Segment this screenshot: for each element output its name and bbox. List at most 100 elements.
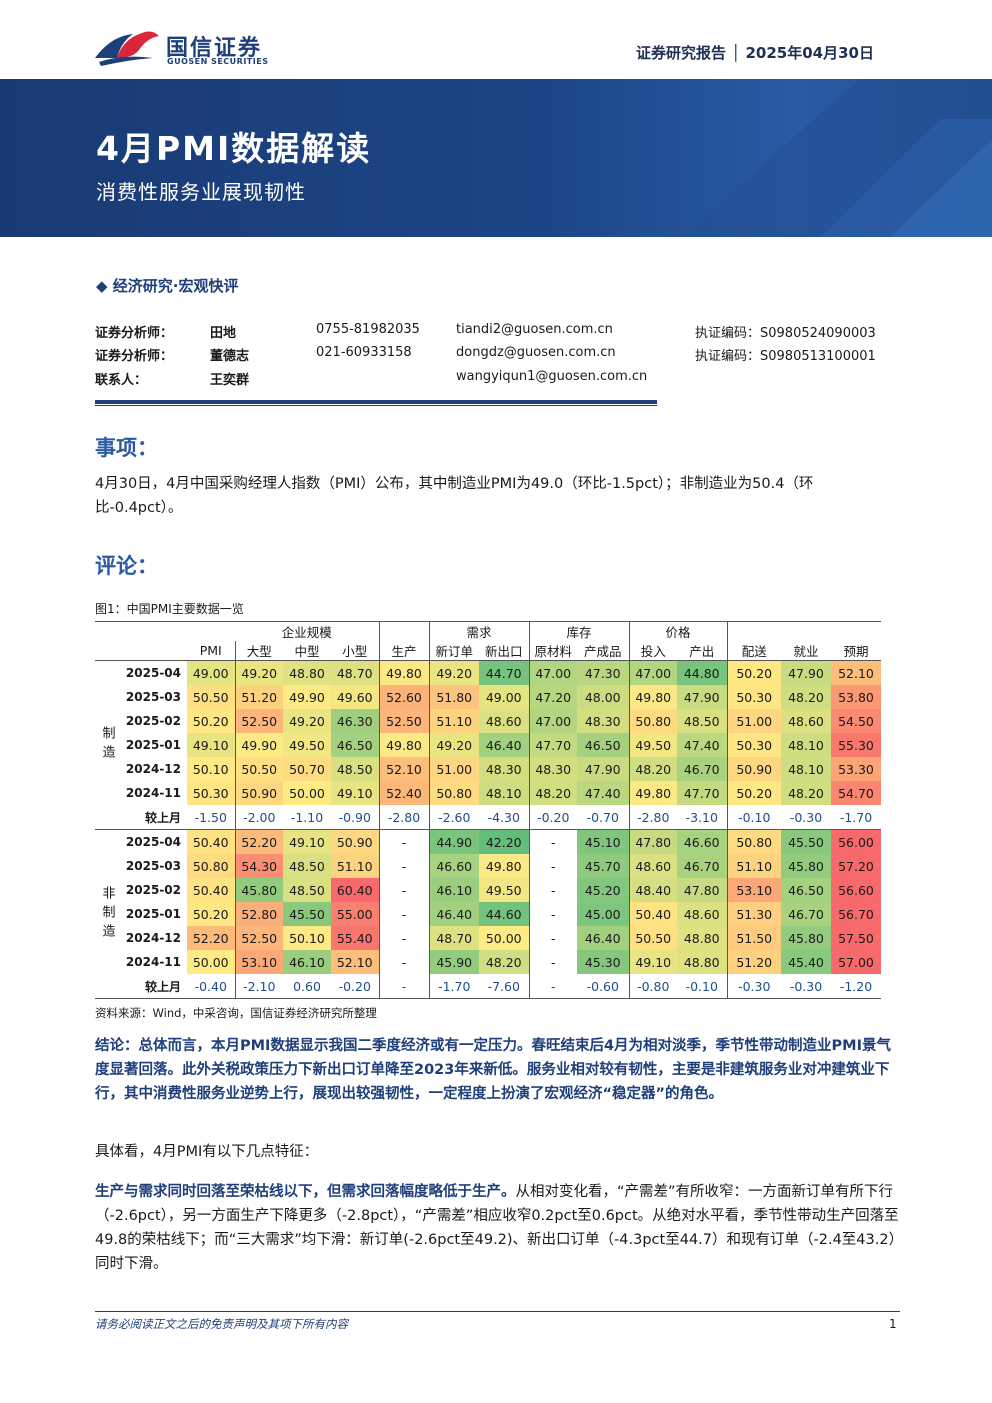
data-cell: 46.50 xyxy=(331,733,380,757)
data-cell: 48.40 xyxy=(629,878,677,902)
data-cell: 50.40 xyxy=(629,902,677,926)
section-heading-comment: 评论： xyxy=(95,554,158,578)
row-label: 2025-01 xyxy=(125,738,181,752)
data-cell: 48.30 xyxy=(479,757,530,781)
data-cell: 48.80 xyxy=(283,660,331,685)
contact-email[interactable]: wangyiqun1@guosen.com.cn xyxy=(456,369,648,384)
data-cell: 57.00 xyxy=(831,950,881,974)
data-cell: - xyxy=(529,926,577,950)
row-label: 2025-02 xyxy=(125,883,181,897)
data-cell: 48.60 xyxy=(781,709,831,733)
data-cell: 49.20 xyxy=(429,660,479,685)
data-cell: 48.00 xyxy=(577,685,630,709)
column-header: 中型 xyxy=(283,641,331,661)
data-cell: 49.00 xyxy=(479,685,530,709)
data-cell: 46.10 xyxy=(429,878,479,902)
data-cell: 45.80 xyxy=(781,854,831,878)
data-cell: 57.20 xyxy=(831,854,881,878)
features-intro: 具体看，4月PMI有以下几点特征： xyxy=(95,1144,319,1160)
data-cell: 45.20 xyxy=(577,878,630,902)
data-cell: 47.20 xyxy=(529,685,577,709)
data-cell: 50.00 xyxy=(187,950,236,974)
data-cell: 45.90 xyxy=(429,950,479,974)
data-cell: 49.10 xyxy=(629,950,677,974)
data-cell: 46.70 xyxy=(677,854,728,878)
data-cell: 47.90 xyxy=(577,757,630,781)
data-cell: 50.30 xyxy=(187,781,236,805)
data-cell: 48.10 xyxy=(781,733,831,757)
data-cell: 50.40 xyxy=(187,829,236,854)
data-cell: 51.30 xyxy=(727,902,781,926)
footer-disclaimer: 请务必阅读正文之后的免责声明及其项下所有内容 xyxy=(95,1317,348,1331)
contact-name: 王奕群 xyxy=(210,373,250,388)
row-label: 2025-04 xyxy=(125,666,181,680)
data-cell: 50.80 xyxy=(629,709,677,733)
data-cell: 45.50 xyxy=(781,829,831,854)
column-header: 新出口 xyxy=(479,641,530,661)
data-cell: 44.80 xyxy=(677,660,728,685)
data-cell: 47.70 xyxy=(529,733,577,757)
feature-lead: 生产与需求同时回落至荣枯线以下，但需求回落幅度略低于生产。 xyxy=(95,1184,516,1200)
data-cell: 46.40 xyxy=(429,902,479,926)
company-logo-icon xyxy=(95,31,159,66)
analyst-phone: 0755-81982035 xyxy=(316,322,420,337)
data-cell: 51.20 xyxy=(727,950,781,974)
data-cell: 54.30 xyxy=(235,854,283,878)
data-cell: 47.30 xyxy=(577,660,630,685)
data-cell: 53.80 xyxy=(831,685,881,709)
data-cell: 42.20 xyxy=(479,829,530,854)
group-label: 非制造 xyxy=(95,829,119,999)
analyst-email[interactable]: dongdz@guosen.com.cn xyxy=(456,345,616,360)
table-row: 2024-11 50.00 53.10 46.10 52.10-45.90 48.20-4… xyxy=(95,950,881,974)
data-cell: -2.00 xyxy=(235,805,283,830)
data-cell: - xyxy=(529,974,577,999)
diff-row: 较上月 -1.50 -2.00 -1.10 -0.90 -2.80 -2.60 -4.30 -0… xyxy=(95,805,881,830)
data-cell: 48.80 xyxy=(677,926,728,950)
data-cell: 52.50 xyxy=(235,709,283,733)
data-cell: 46.50 xyxy=(781,878,831,902)
data-cell: 49.80 xyxy=(379,660,430,685)
data-cell: 49.50 xyxy=(283,733,331,757)
column-header: 产成品 xyxy=(577,641,630,661)
data-cell: 48.60 xyxy=(479,709,530,733)
analyst-cert: 执证编码：S0980524090003 xyxy=(695,326,876,341)
header-cell xyxy=(781,621,831,641)
data-cell: 52.40 xyxy=(379,781,430,805)
data-cell: -4.30 xyxy=(479,805,530,830)
analyst-email[interactable]: tiandi2@guosen.com.cn xyxy=(456,322,613,337)
data-cell: - xyxy=(379,974,430,999)
data-cell: -0.30 xyxy=(727,974,781,999)
data-cell: 47.40 xyxy=(577,781,630,805)
divider xyxy=(95,405,657,406)
column-header: 大型 xyxy=(235,641,283,661)
data-cell: 50.90 xyxy=(235,781,283,805)
data-cell: 49.20 xyxy=(283,709,331,733)
data-cell: 51.50 xyxy=(727,926,781,950)
data-cell: 47.80 xyxy=(629,829,677,854)
data-cell: 50.10 xyxy=(187,757,236,781)
data-cell: 51.00 xyxy=(429,757,479,781)
column-header: PMI xyxy=(187,641,236,661)
row-label: 较上月 xyxy=(119,805,187,830)
column-header: 原材料 xyxy=(529,641,577,661)
data-cell: 46.70 xyxy=(677,757,728,781)
data-cell: -2.10 xyxy=(235,974,283,999)
data-cell: - xyxy=(379,829,430,854)
data-cell: 47.80 xyxy=(677,878,728,902)
table-row: 2025-01 49.10 49.90 49.50 46.50 49.80 49.20 46.… xyxy=(95,733,881,757)
table-row: 2025-02 50.20 52.50 49.20 46.30 52.50 51.10 48.… xyxy=(95,709,881,733)
data-cell: 50.20 xyxy=(727,660,781,685)
data-cell: 50.80 xyxy=(429,781,479,805)
data-cell: 45.50 xyxy=(283,902,331,926)
data-cell: 50.80 xyxy=(727,829,781,854)
data-cell: -0.30 xyxy=(781,805,831,830)
data-cell: -0.80 xyxy=(629,974,677,999)
data-cell: - xyxy=(379,902,430,926)
data-cell: 49.20 xyxy=(235,660,283,685)
row-label: 2025-01 xyxy=(125,907,181,921)
group-label: 制造 xyxy=(95,660,119,830)
data-cell: 55.00 xyxy=(331,902,380,926)
data-cell: 49.80 xyxy=(629,685,677,709)
data-cell: 45.30 xyxy=(577,950,630,974)
table-row: 2024-12 50.10 50.50 50.70 48.50 52.10 51.00 48.… xyxy=(95,757,881,781)
